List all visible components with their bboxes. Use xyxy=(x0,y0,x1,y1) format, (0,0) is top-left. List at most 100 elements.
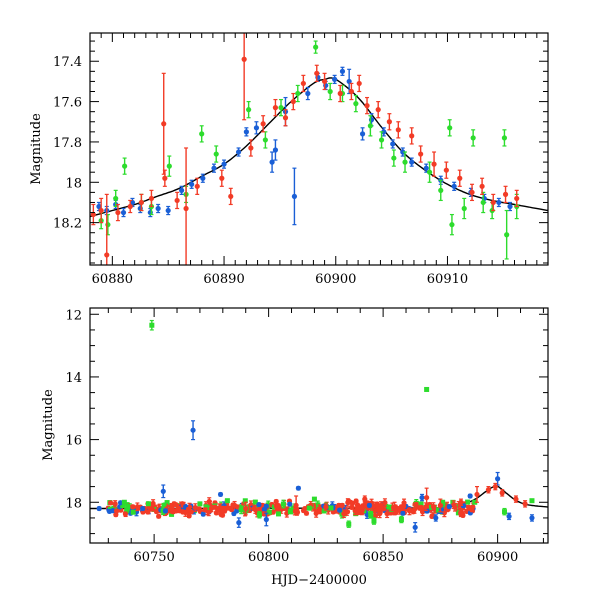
baseline-point-blue xyxy=(234,508,240,514)
baseline-point-green xyxy=(328,505,334,511)
data-point-red xyxy=(248,139,254,157)
bottom-data-points xyxy=(96,319,535,533)
data-point-green xyxy=(470,129,476,147)
y-tick-label: 16 xyxy=(65,434,82,449)
data-point-blue xyxy=(412,522,418,533)
data-point-red xyxy=(492,482,498,491)
data-point-blue xyxy=(190,420,196,441)
data-point-blue xyxy=(236,517,242,528)
data-point-red xyxy=(395,121,401,139)
data-point-green xyxy=(449,213,455,236)
data-point-blue xyxy=(529,514,535,522)
data-point-red xyxy=(208,504,214,513)
data-point-red xyxy=(138,193,144,212)
data-point-red xyxy=(323,503,329,511)
data-point-red xyxy=(457,169,463,187)
data-point-blue xyxy=(291,167,298,226)
bottom-axis-ticks: 60750 60800 60850 60900 12 14 16 18 xyxy=(65,308,548,565)
data-point-red xyxy=(194,177,200,195)
data-point-green xyxy=(199,125,205,143)
data-point-blue xyxy=(507,201,513,212)
data-point-green xyxy=(371,517,377,525)
data-point-red xyxy=(183,147,189,265)
data-point-blue xyxy=(419,493,425,502)
data-point-green xyxy=(424,386,430,392)
data-point-red xyxy=(162,169,168,187)
data-point-green xyxy=(224,498,230,504)
baseline-point-red xyxy=(341,509,347,519)
data-point-green xyxy=(122,157,128,175)
data-point-green xyxy=(378,131,385,149)
data-point-blue xyxy=(359,127,366,141)
data-point-red xyxy=(321,72,328,91)
baseline-point-red xyxy=(303,510,310,516)
data-point-red xyxy=(364,96,370,115)
data-point-green xyxy=(166,155,172,177)
data-point-red xyxy=(348,82,354,101)
bottom-panel: 60750 60800 60850 60900 12 14 16 18 Magnitude H… xyxy=(41,307,549,588)
baseline-point-red xyxy=(418,504,424,510)
baseline-point-blue xyxy=(400,510,406,516)
data-point-red xyxy=(314,64,320,83)
bottom-y-axis-title: Magnitude xyxy=(41,389,56,461)
data-point-green xyxy=(197,501,203,507)
baseline-point-green xyxy=(287,509,293,515)
data-point-red xyxy=(502,185,509,204)
baseline-point-red xyxy=(452,502,458,512)
data-point-red xyxy=(431,151,437,177)
y-tick-label: 17.8 xyxy=(53,136,82,151)
baseline-point-blue xyxy=(162,508,168,514)
data-point-blue xyxy=(160,484,166,499)
data-point-red xyxy=(437,498,443,513)
data-point-green xyxy=(461,197,467,220)
baseline-point-green xyxy=(145,501,151,507)
baseline-point-green xyxy=(465,499,471,505)
data-point-green xyxy=(353,94,359,113)
y-tick-label: 18 xyxy=(65,496,82,511)
data-point-blue xyxy=(390,139,396,149)
data-point-green xyxy=(398,515,404,524)
baseline-point-red xyxy=(185,506,192,512)
model-curve-line xyxy=(90,77,548,218)
data-point-blue xyxy=(165,205,171,216)
baseline-point-red xyxy=(353,498,359,504)
data-point-red xyxy=(485,486,492,494)
x-tick-label: 60910 xyxy=(427,272,468,287)
top-model-curve xyxy=(90,77,548,218)
data-point-green xyxy=(501,507,507,516)
baseline-point-red xyxy=(192,503,198,512)
data-point-red xyxy=(499,489,505,497)
data-point-red xyxy=(127,199,133,214)
x-tick-label: 60800 xyxy=(248,550,289,565)
y-tick-label: 17.4 xyxy=(53,55,82,70)
data-point-blue xyxy=(269,151,275,173)
baseline-point-red xyxy=(134,502,140,512)
baseline-point-red xyxy=(202,507,208,513)
data-point-green xyxy=(346,520,352,528)
data-point-green xyxy=(402,151,408,173)
top-y-axis-title: Magnitude xyxy=(29,113,44,185)
data-point-blue xyxy=(295,485,301,491)
data-point-blue xyxy=(305,86,311,101)
baseline-point-green xyxy=(280,499,286,509)
data-point-red xyxy=(337,84,343,103)
data-point-blue xyxy=(137,203,143,214)
data-point-blue xyxy=(221,159,227,169)
baseline-point-red xyxy=(313,509,319,518)
data-point-red xyxy=(490,193,496,212)
baseline-point-blue xyxy=(263,503,269,509)
data-point-red xyxy=(409,127,415,145)
data-point-red xyxy=(219,169,225,187)
baseline-point-green xyxy=(266,509,272,515)
baseline-point-blue xyxy=(256,501,262,508)
top-panel: 60880 60890 60900 60910 17.4 17.6 17.8 18 18.2 M… xyxy=(29,32,549,287)
data-point-blue xyxy=(451,181,457,191)
data-point-red xyxy=(469,183,475,202)
data-point-blue xyxy=(346,68,352,95)
baseline-point-red xyxy=(156,513,162,519)
data-point-green xyxy=(113,189,119,208)
y-tick-label: 14 xyxy=(65,371,82,386)
data-point-red xyxy=(356,74,362,93)
x-tick-label: 60900 xyxy=(477,550,518,565)
